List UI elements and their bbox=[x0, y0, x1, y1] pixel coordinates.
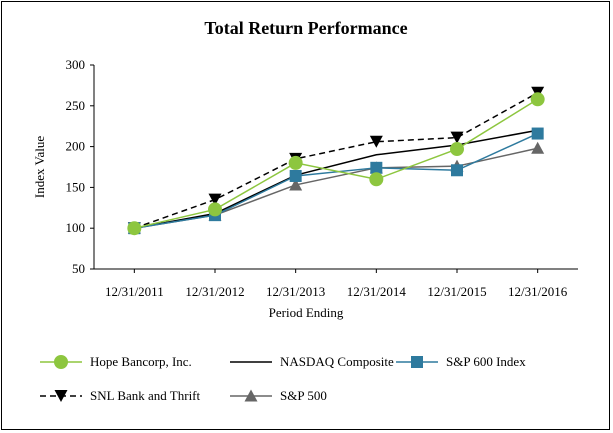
series-line-s-p-600-index bbox=[134, 132, 538, 229]
legend-swatch-marker bbox=[54, 390, 68, 402]
data-point-hope-bancorp-inc bbox=[288, 155, 303, 170]
x-tick-label: 12/31/2011 bbox=[105, 284, 164, 299]
legend-label: Hope Bancorp, Inc. bbox=[90, 354, 192, 369]
data-point-s-p-600-index bbox=[531, 127, 544, 140]
y-tick-label: 50 bbox=[72, 261, 85, 276]
legend-item-snl-bank-and-thrift: SNL Bank and Thrift bbox=[40, 388, 201, 403]
data-point-s-p-500 bbox=[289, 178, 303, 191]
legend-swatch-marker bbox=[411, 356, 423, 368]
x-tick-label: 12/31/2012 bbox=[185, 284, 244, 299]
legend-item-nasdaq-composite: NASDAQ Composite bbox=[230, 354, 394, 369]
data-point-s-p-600-index bbox=[370, 161, 383, 174]
chart-title: Total Return Performance bbox=[204, 18, 407, 38]
legend-label: S&P 600 Index bbox=[446, 354, 526, 369]
data-point-hope-bancorp-inc bbox=[450, 142, 464, 157]
legend-label: SNL Bank and Thrift bbox=[90, 388, 201, 403]
y-tick-label: 300 bbox=[66, 57, 86, 72]
y-tick-label: 200 bbox=[66, 139, 86, 154]
data-point-hope-bancorp-inc bbox=[369, 172, 384, 187]
legend-label: NASDAQ Composite bbox=[280, 354, 394, 369]
y-tick-label: 100 bbox=[66, 220, 86, 235]
data-point-hope-bancorp-inc bbox=[530, 92, 545, 107]
legend-item-s-p-600-index: S&P 600 Index bbox=[396, 354, 526, 369]
data-point-snl-bank-and-thrift bbox=[208, 193, 222, 206]
x-tick-label: 12/31/2014 bbox=[347, 284, 407, 299]
y-tick-label: 250 bbox=[66, 98, 86, 113]
legend-item-s-p-500: S&P 500 bbox=[230, 388, 327, 403]
data-point-s-p-500 bbox=[531, 141, 545, 154]
x-axis-label: Period Ending bbox=[269, 305, 344, 320]
series-line-nasdaq-composite bbox=[134, 129, 538, 229]
legend-swatch-marker bbox=[244, 389, 258, 402]
series-line-hope-bancorp-inc bbox=[134, 98, 539, 229]
legend-swatch-marker bbox=[54, 355, 68, 369]
x-tick-label: 12/31/2013 bbox=[266, 284, 325, 299]
series-line-snl-bank-and-thrift bbox=[134, 92, 539, 229]
x-tick-label: 12/31/2016 bbox=[508, 284, 568, 299]
data-point-s-p-600-index bbox=[289, 169, 302, 182]
data-point-hope-bancorp-inc bbox=[127, 221, 142, 236]
data-point-s-p-600-index bbox=[451, 164, 463, 177]
legend-item-hope-bancorp-inc: Hope Bancorp, Inc. bbox=[40, 354, 192, 369]
y-tick-label: 150 bbox=[66, 179, 86, 194]
data-point-snl-bank-and-thrift bbox=[369, 135, 383, 148]
x-tick-label: 12/31/2015 bbox=[427, 284, 486, 299]
data-point-snl-bank-and-thrift bbox=[450, 131, 464, 144]
y-axis-label: Index Value bbox=[32, 136, 47, 198]
legend-label: S&P 500 bbox=[280, 388, 327, 403]
series-line-s-p-500 bbox=[134, 147, 538, 229]
data-point-hope-bancorp-inc bbox=[208, 202, 222, 217]
